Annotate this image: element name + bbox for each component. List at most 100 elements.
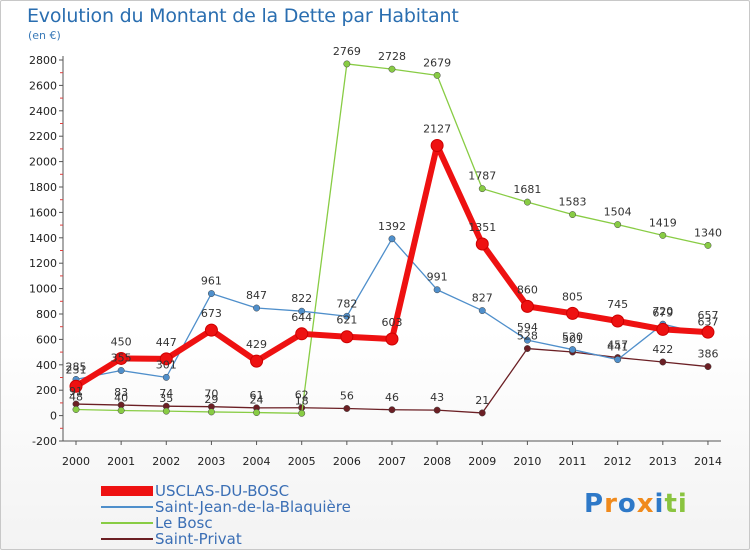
legend-swatch (101, 538, 153, 540)
y-tick-label: 400 (36, 359, 57, 372)
brand-letter: r (604, 489, 618, 519)
data-label-usclas-du-bosc: 231 (66, 363, 87, 376)
data-label-le-bosc: 1681 (513, 183, 541, 196)
data-point-le-bosc (478, 185, 486, 193)
legend-label: USCLAS-DU-BOSC (155, 482, 290, 500)
data-point-saint-jean-de-la-blaqui-re (253, 304, 261, 312)
data-label-saint-jean-de-la-blaqui-re: 961 (201, 275, 222, 288)
data-label-le-bosc: 1419 (649, 216, 677, 229)
data-label-usclas-du-bosc: 644 (291, 311, 312, 324)
data-label-saint-jean-de-la-blaqui-re: 301 (156, 358, 177, 371)
x-tick-label: 2014 (694, 455, 722, 468)
data-label-usclas-du-bosc: 603 (381, 316, 402, 329)
data-label-saint-jean-de-la-blaqui-re: 441 (607, 341, 628, 354)
data-label-usclas-du-bosc: 805 (562, 290, 583, 303)
data-label-saint-privat: 21 (475, 394, 489, 407)
data-point-saint-jean-de-la-blaqui-re (523, 336, 531, 344)
data-point-saint-privat (659, 358, 667, 366)
data-point-saint-jean-de-la-blaqui-re (433, 286, 441, 294)
data-point-le-bosc (659, 231, 667, 239)
data-point-saint-jean-de-la-blaqui-re (298, 307, 306, 315)
data-point-le-bosc (72, 406, 80, 413)
data-label-usclas-du-bosc: 657 (697, 309, 718, 322)
data-point-usclas-du-bosc (295, 327, 309, 341)
data-label-le-bosc: 1787 (468, 170, 496, 183)
data-point-usclas-du-bosc (114, 351, 128, 365)
data-point-usclas-du-bosc (475, 237, 489, 251)
data-label-saint-privat: 501 (562, 333, 583, 346)
data-label-usclas-du-bosc: 1351 (468, 221, 496, 234)
data-point-le-bosc (388, 65, 396, 73)
data-point-saint-jean-de-la-blaqui-re (343, 312, 351, 320)
data-point-le-bosc (704, 241, 712, 249)
y-tick-label: 600 (36, 333, 57, 346)
data-label-usclas-du-bosc: 2127 (423, 122, 451, 135)
x-tick-label: 2005 (288, 455, 316, 468)
data-label-le-bosc: 2679 (423, 56, 451, 69)
legend-label: Saint-Jean-de-la-Blaquière (155, 498, 351, 516)
data-label-le-bosc: 1583 (559, 196, 587, 209)
data-point-le-bosc (569, 211, 576, 219)
x-tick-label: 2013 (649, 455, 677, 468)
data-point-le-bosc (117, 407, 125, 414)
y-tick-label: -200 (32, 435, 57, 448)
x-tick-label: 2007 (378, 455, 406, 468)
y-tick-label: 2000 (29, 156, 57, 169)
brand-letter: o (617, 489, 637, 519)
data-point-saint-privat (704, 363, 712, 371)
data-point-le-bosc (207, 408, 215, 416)
x-tick-label: 2006 (333, 455, 361, 468)
data-label-usclas-du-bosc: 745 (607, 298, 628, 311)
data-point-usclas-du-bosc (250, 354, 264, 368)
data-point-usclas-du-bosc (656, 322, 670, 336)
data-point-saint-jean-de-la-blaqui-re (207, 290, 215, 298)
data-label-le-bosc: 24 (250, 394, 264, 407)
data-label-usclas-du-bosc: 447 (156, 336, 177, 349)
data-point-usclas-du-bosc (430, 138, 444, 152)
data-point-usclas-du-bosc (385, 332, 399, 346)
brand-letter: ti (664, 489, 688, 519)
data-point-le-bosc (523, 198, 531, 206)
data-point-usclas-du-bosc (566, 306, 580, 320)
data-point-usclas-du-bosc (204, 323, 218, 337)
data-point-saint-privat (523, 345, 531, 352)
data-point-saint-jean-de-la-blaqui-re (117, 367, 125, 374)
legend-label: Le Bosc (155, 514, 213, 532)
data-label-usclas-du-bosc: 450 (111, 335, 132, 348)
data-label-saint-privat: 457 (607, 339, 628, 352)
data-label-saint-jean-de-la-blaqui-re: 637 (697, 316, 718, 329)
data-point-saint-jean-de-la-blaqui-re (569, 346, 576, 354)
data-label-saint-jean-de-la-blaqui-re: 720 (652, 305, 673, 318)
data-point-usclas-du-bosc (340, 330, 354, 344)
data-point-saint-privat (388, 406, 396, 414)
data-label-le-bosc: 1504 (604, 206, 632, 219)
data-label-saint-privat: 91 (69, 385, 83, 398)
data-point-usclas-du-bosc (69, 379, 83, 393)
x-tick-label: 2004 (243, 455, 271, 468)
data-label-saint-privat: 61 (250, 389, 264, 402)
data-label-saint-jean-de-la-blaqui-re: 827 (472, 292, 493, 305)
data-label-saint-privat: 46 (385, 391, 399, 404)
y-tick-label: 2400 (29, 105, 57, 118)
data-label-saint-privat: 83 (114, 386, 128, 399)
legend-swatch (101, 486, 153, 496)
y-tick-label: 1400 (29, 232, 57, 245)
data-label-saint-privat: 62 (295, 389, 309, 402)
data-label-le-bosc: 2769 (333, 45, 361, 58)
data-label-saint-privat: 386 (697, 348, 718, 361)
y-tick-label: 2200 (29, 130, 57, 143)
data-label-le-bosc: 35 (159, 392, 173, 405)
chart-subtitle: (en €) (28, 29, 61, 42)
data-point-usclas-du-bosc (159, 352, 173, 366)
chart-title: Evolution du Montant de la Dette par Hab… (27, 5, 459, 27)
data-point-le-bosc (253, 409, 261, 417)
x-tick-label: 2001 (107, 455, 135, 468)
data-point-usclas-du-bosc (520, 299, 534, 313)
data-point-saint-privat (433, 406, 441, 414)
data-label-le-bosc: 29 (204, 393, 218, 406)
data-point-saint-privat (343, 405, 351, 412)
x-tick-label: 2009 (468, 455, 496, 468)
data-label-saint-jean-de-la-blaqui-re: 594 (517, 321, 538, 334)
